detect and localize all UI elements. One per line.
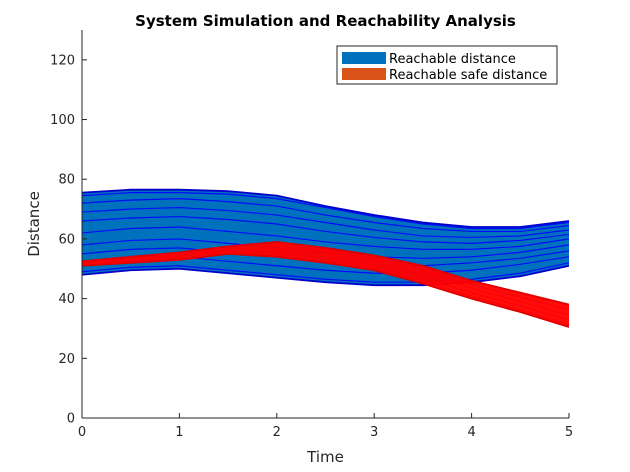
- trajectory-line: [82, 226, 569, 250]
- band-boundary: [82, 252, 569, 328]
- trajectory-line: [82, 198, 569, 233]
- trajectory-line: [82, 250, 569, 321]
- trajectory-line: [82, 262, 569, 283]
- y-tick-label: 60: [58, 232, 75, 247]
- axes: 0 1 2 3 4 5 0 20 40 60 80 100 120: [50, 30, 573, 440]
- legend-swatch: [342, 68, 386, 80]
- series-reachable-safe-distance: [82, 241, 569, 328]
- x-axis-label: Time: [306, 448, 344, 466]
- legend-swatch: [342, 52, 386, 64]
- trajectory-line: [82, 247, 569, 316]
- band-boundary: [82, 241, 569, 306]
- legend-label: Reachable safe distance: [389, 68, 547, 83]
- x-tick-label: 0: [78, 425, 86, 440]
- x-tick-label: 1: [175, 425, 183, 440]
- trajectory-line: [82, 192, 569, 230]
- y-tick-label: 100: [50, 113, 75, 128]
- y-tick-label: 40: [58, 292, 75, 307]
- trajectory-line: [82, 215, 569, 245]
- chart-title: System Simulation and Reachability Analy…: [135, 12, 516, 30]
- x-tick-label: 3: [370, 425, 378, 440]
- band-boundary: [82, 264, 569, 287]
- legend-label: Reachable distance: [389, 52, 516, 67]
- y-tick-label: 0: [67, 412, 75, 427]
- y-axis-label: Distance: [25, 191, 43, 257]
- series-reachable-distance: [82, 188, 569, 287]
- band-boundary: [82, 188, 569, 228]
- y-tick-label: 20: [58, 352, 75, 367]
- reach-band: [82, 189, 569, 286]
- x-tick-label: 2: [273, 425, 281, 440]
- y-tick-label: 120: [50, 53, 75, 68]
- x-tick-label: 5: [565, 425, 573, 440]
- plot-area: [82, 188, 569, 328]
- y-tick-label: 80: [58, 173, 75, 188]
- trajectory-line: [82, 206, 569, 239]
- trajectory-line: [82, 244, 569, 311]
- x-tick-label: 4: [467, 425, 475, 440]
